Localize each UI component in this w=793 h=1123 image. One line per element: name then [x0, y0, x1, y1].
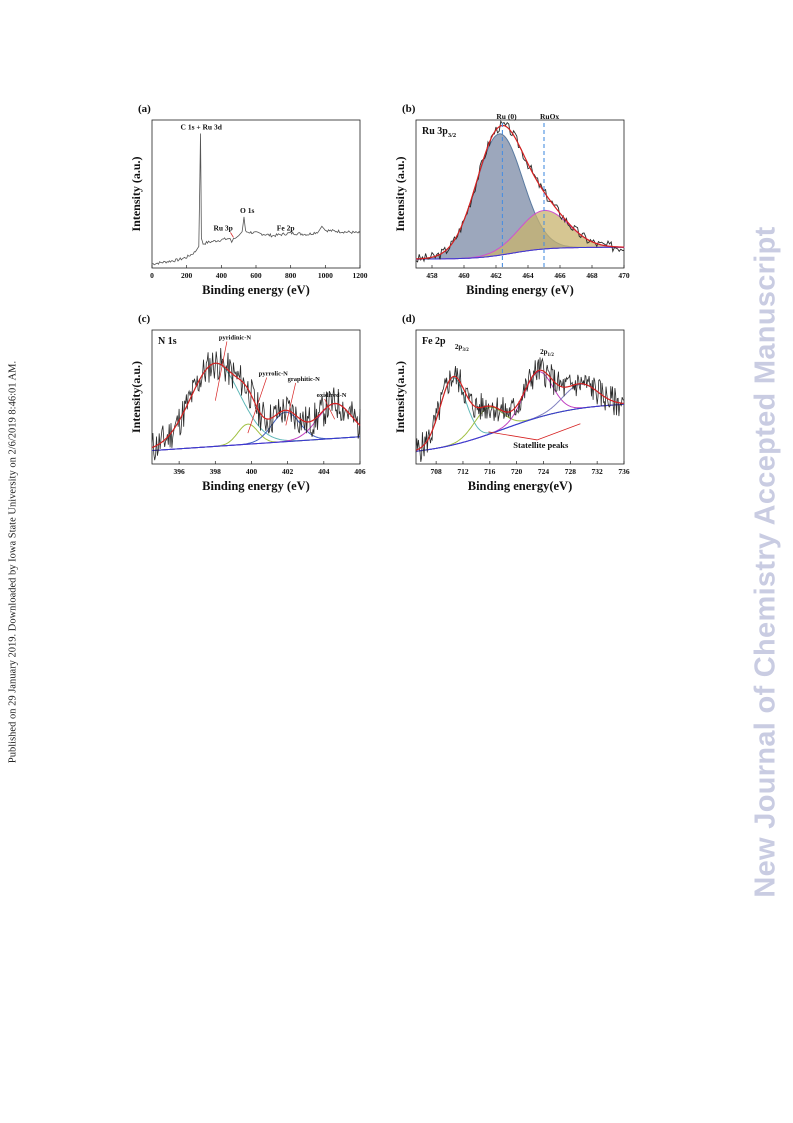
annotation-arrow [247, 377, 268, 434]
fit-envelope-line [151, 362, 361, 449]
chart-b-ru3p-spectrum: 458 460 462 464 466 468 470 Binding energy (eV)… [393, 103, 630, 297]
panel-title: N 1s [158, 336, 177, 347]
background-line [416, 246, 624, 260]
plot-frame [415, 329, 625, 465]
annotation-arrow [214, 341, 228, 401]
x-tick-label: 464 [522, 271, 534, 280]
ru3p-arrow [230, 232, 234, 238]
chart-c-n1s-spectrum: 396 398 400 402 404 406 Binding energy (eV) Int… [129, 313, 366, 493]
publication-note-text: Published on 29 January 2019. Downloaded… [7, 360, 19, 764]
x-tick-label: 716 [484, 467, 496, 476]
x-tick-label: 466 [554, 271, 566, 280]
annotation-c1s-ru3d: C 1s + Ru 3d [181, 122, 223, 131]
x-tick-label: 712 [457, 467, 469, 476]
x-tick-label: 1000 [318, 271, 333, 280]
x-tick-label: 400 [216, 271, 228, 280]
x-tick-label: 736 [618, 467, 630, 476]
x-axis-label: Binding energy (eV) [202, 479, 310, 493]
annotation-pyrrolic-n: pyrrolic-N [259, 371, 288, 378]
fit-envelope-line [415, 124, 624, 260]
plot-frame [415, 119, 625, 269]
annotation-arrow [488, 431, 538, 441]
raw-spectrum-line [415, 357, 625, 462]
background-line [415, 403, 624, 452]
component-peak [151, 423, 361, 452]
x-axis-label: Binding energy(eV) [468, 479, 573, 493]
annotation-o1s: O 1s [240, 206, 254, 215]
x-tick-label: 460 [458, 271, 470, 280]
annotation-satellite-peaks: Statellite peaks [513, 440, 569, 450]
xps-figure: 0 200 400 600 800 1000 1200 Binding energy (eV)… [128, 98, 648, 512]
panel-label: (c) [138, 313, 151, 325]
survey-spectrum-line [151, 133, 361, 266]
y-axis-label: Intensity (a.u.) [129, 156, 143, 231]
annotation-arrow [537, 423, 581, 441]
x-tick-label: 400 [246, 467, 258, 476]
plot-frame [151, 329, 361, 465]
x-tick-label: 0 [150, 271, 154, 280]
x-tick-label: 398 [210, 467, 222, 476]
x-axis-label: Binding energy (eV) [466, 283, 574, 297]
x-tick-label: 800 [285, 271, 297, 280]
x-tick-label: 404 [318, 467, 330, 476]
annotation-oxidired-n: oxidired-N [317, 392, 347, 399]
x-tick-label: 406 [354, 467, 366, 476]
annotation-pyridinic-n: pyridinic-N [219, 334, 251, 341]
xps-figure-svg: 0 200 400 600 800 1000 1200 Binding energy (eV)… [129, 103, 630, 493]
annotation-ru3p: Ru 3p [213, 223, 232, 232]
x-tick-label: 724 [538, 467, 550, 476]
x-tick-label: 396 [174, 467, 186, 476]
x-tick-label: 708 [431, 467, 443, 476]
panel-title: Fe 2p [422, 336, 446, 347]
fit-envelope-line [415, 369, 624, 451]
background-line [151, 436, 361, 452]
chart-a-survey-spectrum: 0 200 400 600 800 1000 1200 Binding energy (eV)… [129, 103, 368, 297]
plot-frame [151, 119, 361, 269]
x-tick-label: 720 [511, 467, 522, 476]
x-tick-label: 600 [250, 271, 262, 280]
x-tick-label: 462 [490, 271, 502, 280]
y-axis-label: Intensity(a.u.) [393, 361, 407, 433]
x-tick-label: 468 [586, 271, 598, 280]
x-tick-label: 470 [618, 271, 630, 280]
panel-label: (a) [138, 103, 151, 115]
panel-label: (b) [402, 103, 416, 115]
x-tick-label: 402 [282, 467, 294, 476]
x-tick-label: 458 [426, 271, 438, 280]
panel-label: (d) [402, 313, 416, 325]
x-axis-label: Binding energy (eV) [202, 283, 310, 297]
annotation-arrow [324, 398, 335, 420]
annotation-graphitic-n: graphitic-N [288, 376, 320, 383]
x-tick-label: 1200 [353, 271, 368, 280]
y-axis-label: Intensity (a.u.) [393, 156, 407, 231]
y-axis-label: Intensity(a.u.) [129, 361, 143, 433]
x-tick-label: 732 [592, 467, 604, 476]
annotation-2p12: 2p1/2 [540, 348, 554, 358]
watermark-text: New Journal of Chemistry Accepted Manusc… [749, 226, 782, 898]
annotation-fe2p: Fe 2p [277, 223, 295, 232]
panel-title: Ru 3p3/2 [422, 126, 456, 139]
x-tick-label: 200 [181, 271, 193, 280]
annotation-arrow [285, 382, 296, 426]
annotation-ruox: RuOx [540, 112, 559, 121]
annotation-ru0: Ru (0) [496, 112, 517, 121]
chart-d-fe2p-spectrum: 708 712 716 720 724 728 732 736 Binding energy(e… [393, 313, 630, 493]
x-tick-label: 728 [565, 467, 577, 476]
annotation-2p32: 2p3/2 [455, 343, 469, 353]
